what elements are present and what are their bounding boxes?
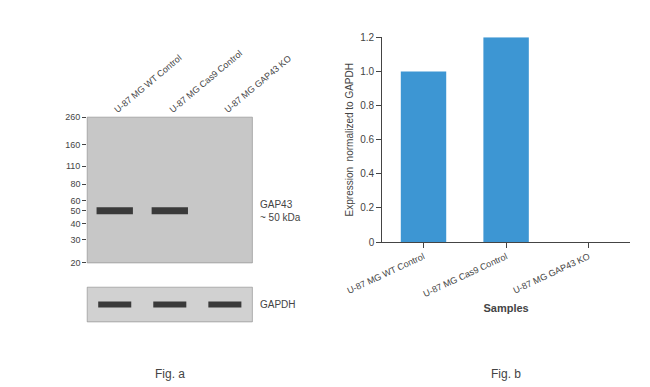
svg-text:0.6: 0.6 — [360, 134, 374, 145]
svg-text:1.0: 1.0 — [360, 66, 374, 77]
svg-text:Samples: Samples — [483, 302, 528, 314]
svg-text:Fig. b: Fig. b — [491, 367, 521, 381]
svg-text:260: 260 — [65, 112, 80, 122]
svg-text:0: 0 — [369, 237, 375, 248]
svg-text:U-87 MG Cas9 Control: U-87 MG Cas9 Control — [168, 48, 245, 114]
svg-text:1.2: 1.2 — [360, 32, 374, 43]
svg-text:0.4: 0.4 — [360, 168, 374, 179]
svg-text:60: 60 — [70, 196, 80, 206]
svg-text:U-87 MG GAP43 KO: U-87 MG GAP43 KO — [512, 251, 592, 295]
svg-text:U-87 MG WT Control: U-87 MG WT Control — [112, 53, 183, 115]
svg-text:20: 20 — [70, 258, 80, 268]
svg-text:U-87 MG WT Control: U-87 MG WT Control — [346, 251, 427, 296]
svg-text:GAPDH: GAPDH — [260, 299, 296, 310]
svg-text:Fig. a: Fig. a — [155, 367, 185, 381]
svg-text:U-87 MG GAP43 KO: U-87 MG GAP43 KO — [223, 53, 293, 114]
svg-text:40: 40 — [70, 219, 80, 229]
svg-text:0.8: 0.8 — [360, 100, 374, 111]
svg-text:GAP43~ 50 kDa: GAP43~ 50 kDa — [260, 199, 301, 223]
svg-text:50: 50 — [70, 206, 80, 216]
svg-text:30: 30 — [70, 235, 80, 245]
svg-text:0.2: 0.2 — [360, 202, 374, 213]
svg-text:U-87 MG Cas9 Control: U-87 MG Cas9 Control — [422, 251, 509, 299]
svg-text:Expression normalized to GAPD: Expression normalized to GAPDH — [344, 63, 355, 216]
svg-text:110: 110 — [66, 161, 80, 171]
svg-text:80: 80 — [70, 179, 80, 189]
svg-text:160: 160 — [65, 140, 80, 150]
